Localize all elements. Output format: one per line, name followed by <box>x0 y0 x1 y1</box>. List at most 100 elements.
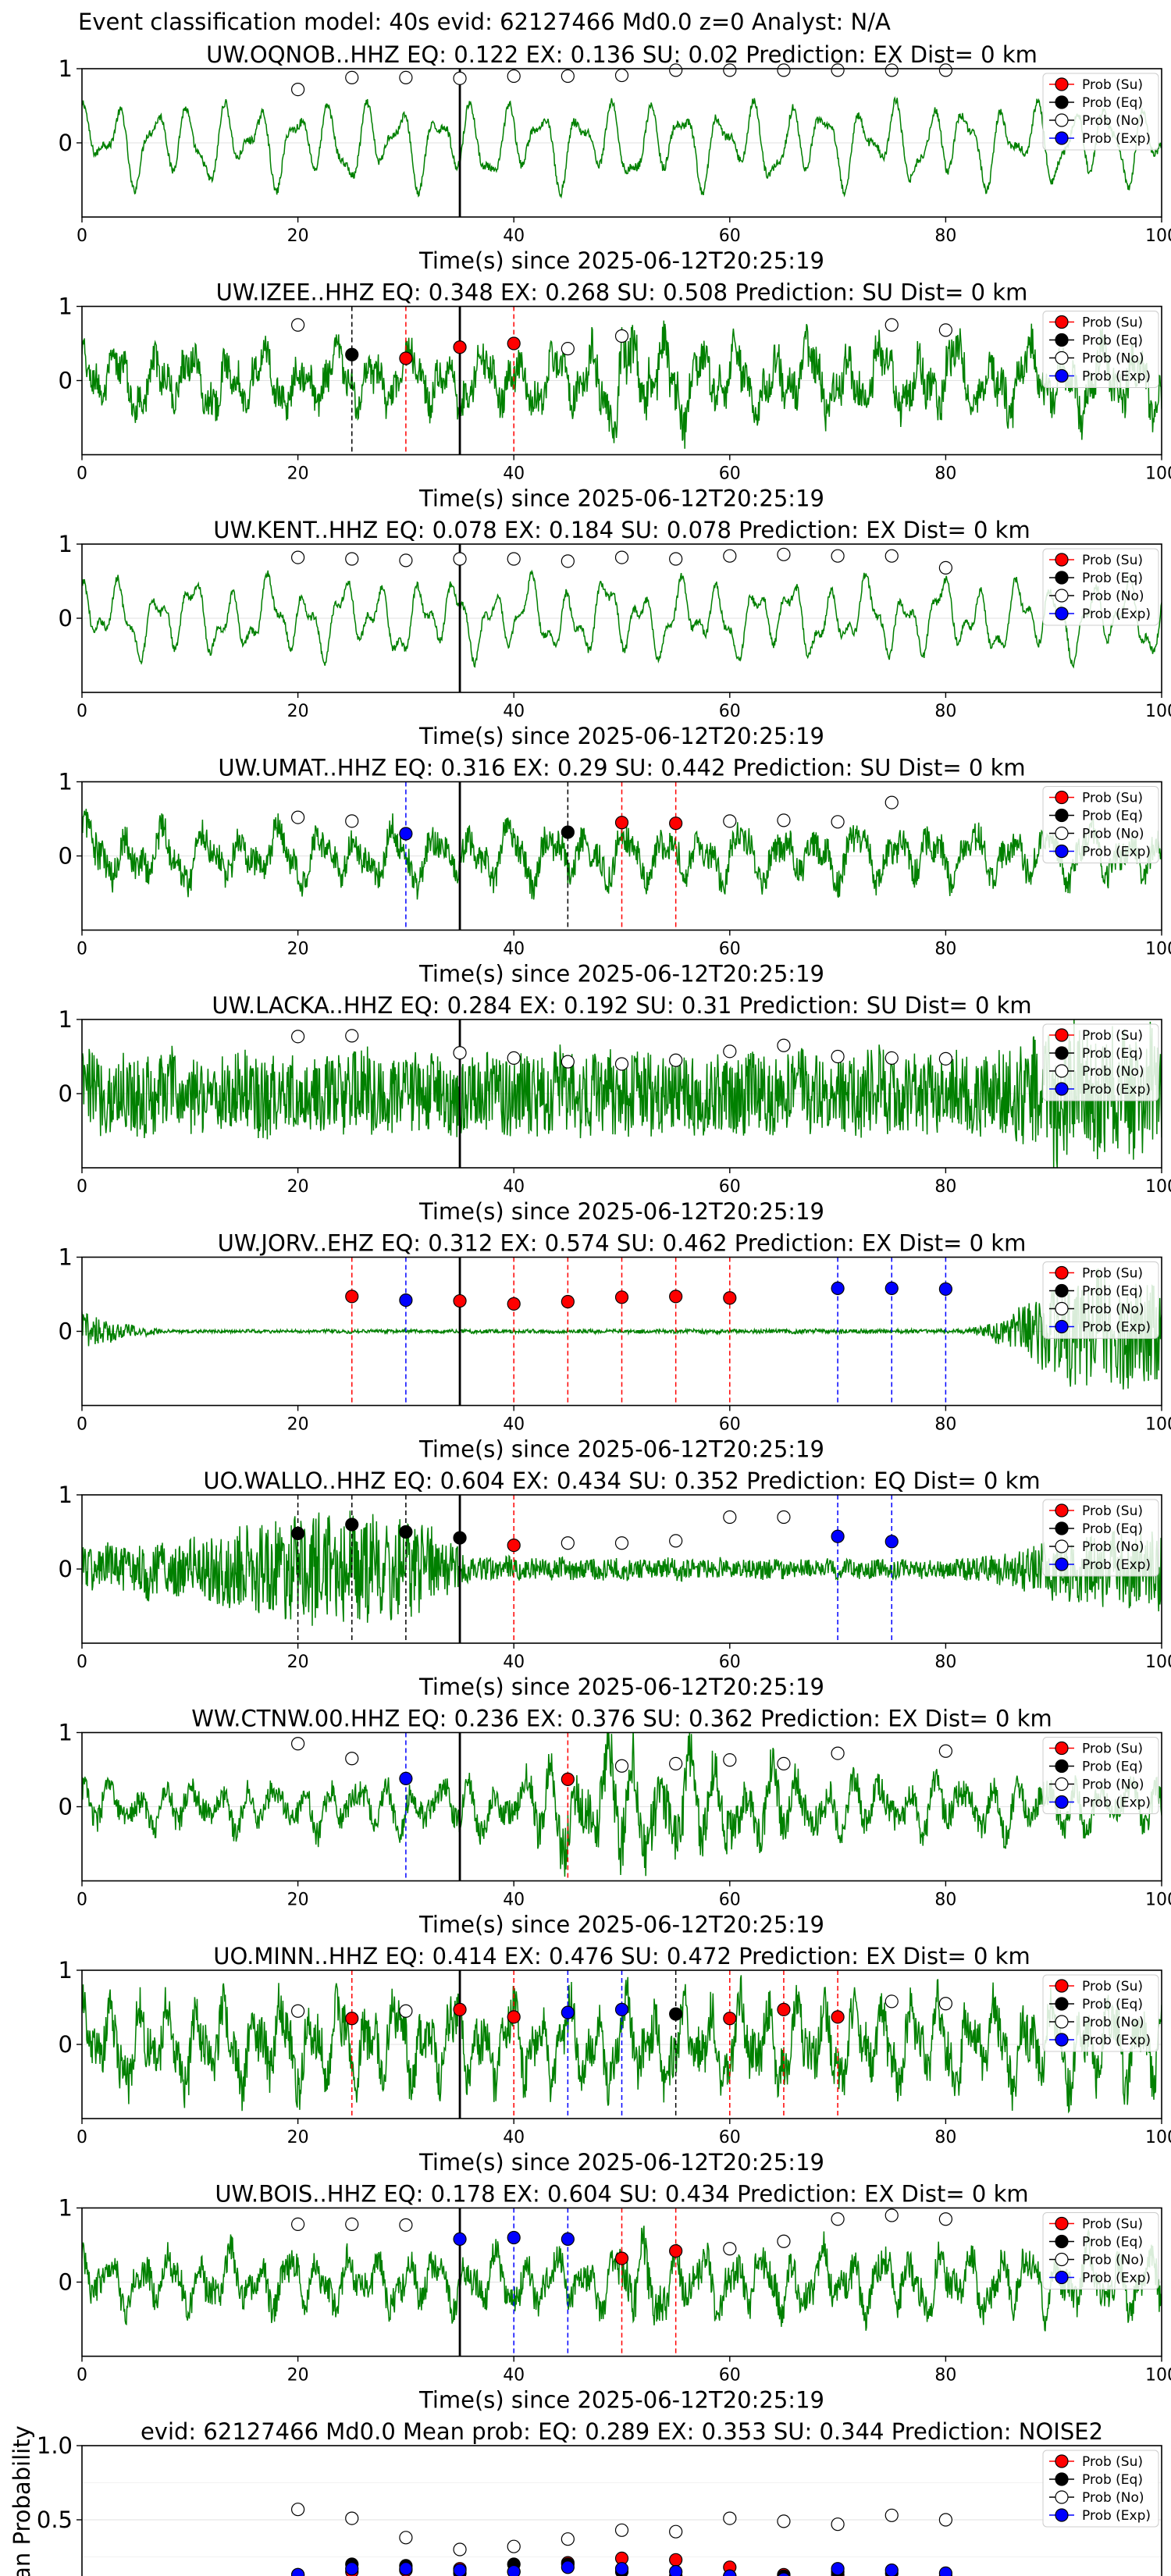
x-tick-label: 0 <box>77 1415 87 1435</box>
y-tick-label: 0 <box>59 2269 73 2296</box>
subplot-7: WW.CTNW.00.HHZ EQ: 0.236 EX: 0.376 SU: 0… <box>59 1706 1171 1938</box>
x-tick-label: 0 <box>77 702 87 721</box>
y-tick-label: 0 <box>59 1080 73 1107</box>
legend-label-no: Prob (No) <box>1082 2253 1144 2268</box>
legend-marker-su <box>1055 2216 1069 2231</box>
x-tick-label: 80 <box>934 940 956 959</box>
prob-marker-no <box>777 547 791 561</box>
legend-label-su: Prob (Su) <box>1082 1266 1143 1282</box>
x-tick-label: 20 <box>287 1415 309 1435</box>
x-tick-label: 80 <box>934 1177 956 1197</box>
mean-prob-marker-exp <box>291 2567 305 2576</box>
prob-marker-no <box>291 1737 305 1751</box>
prob-marker-su <box>777 2002 791 2016</box>
waveform-trace <box>82 320 1162 449</box>
legend-box <box>1042 2450 1159 2528</box>
legend-marker-eq <box>1055 2472 1069 2486</box>
subplot-title: UO.WALLO..HHZ EQ: 0.604 EX: 0.434 SU: 0.… <box>203 1468 1040 1494</box>
mean-prob-marker-exp <box>345 2562 359 2576</box>
legend-box <box>1042 1261 1159 1339</box>
legend-box <box>1042 1023 1159 1101</box>
x-axis-label: Time(s) since 2025-06-12T20:25:19 <box>418 723 824 749</box>
waveform-trace <box>82 1732 1162 1877</box>
y-tick-label: 0 <box>59 1318 73 1345</box>
legend-marker-su <box>1055 1265 1069 1280</box>
x-tick-label: 0 <box>77 1653 87 1672</box>
legend-marker-su <box>1055 1741 1069 1756</box>
prob-marker-eq <box>399 1525 413 1539</box>
y-tick-label: 1 <box>59 1006 73 1033</box>
prob-marker-no <box>345 1752 359 1766</box>
prob-marker-no <box>345 552 359 566</box>
x-tick-label: 60 <box>719 1415 741 1435</box>
y-tick-label: 1 <box>59 1720 73 1746</box>
prob-marker-su <box>723 2012 737 2026</box>
prob-marker-no <box>938 2212 953 2226</box>
prob-marker-no <box>399 70 413 85</box>
prob-marker-no <box>291 2217 305 2231</box>
x-tick-label: 80 <box>934 464 956 484</box>
prob-marker-eq <box>345 347 359 361</box>
prob-marker-no <box>723 1753 737 1767</box>
subplot-9: UW.BOIS..HHZ EQ: 0.178 EX: 0.604 SU: 0.4… <box>59 2181 1171 2414</box>
prob-marker-no <box>345 70 359 85</box>
legend-marker-su <box>1055 2454 1069 2468</box>
mean-prob-marker-exp <box>778 2572 790 2576</box>
x-axis-label: Time(s) since 2025-06-12T20:25:19 <box>418 1198 824 1225</box>
prob-marker-eq <box>291 1526 305 1541</box>
legend-label-eq: Prob (Eq) <box>1082 1521 1143 1537</box>
x-axis-label: Time(s) since 2025-06-12T20:25:19 <box>418 486 824 512</box>
legend-label-eq: Prob (Eq) <box>1082 2472 1143 2488</box>
legend-label-no: Prob (No) <box>1082 1777 1144 1793</box>
prob-marker-no <box>399 553 413 568</box>
x-axis-label: Time(s) since 2025-06-12T20:25:19 <box>418 1436 824 1463</box>
mean-prob-marker-exp <box>938 2566 952 2576</box>
prob-marker-no <box>669 1756 683 1770</box>
y-axis-label: Mean Probability <box>9 2425 35 2576</box>
legend-box <box>1042 548 1159 626</box>
x-tick-label: 20 <box>287 464 309 484</box>
legend-label-su: Prob (Su) <box>1082 553 1143 568</box>
subplot-title: UW.UMAT..HHZ EQ: 0.316 EX: 0.29 SU: 0.44… <box>218 755 1025 781</box>
legend-marker-su <box>1055 1028 1069 1042</box>
subplot-title: UW.OQNOB..HHZ EQ: 0.122 EX: 0.136 SU: 0.… <box>206 41 1038 68</box>
x-tick-label: 80 <box>934 2366 956 2386</box>
prob-marker-no <box>291 2004 305 2018</box>
subplot-title: UW.IZEE..HHZ EQ: 0.348 EX: 0.268 SU: 0.5… <box>216 279 1028 306</box>
legend-marker-eq <box>1055 1283 1069 1298</box>
prob-marker-su <box>507 1297 521 1311</box>
y-tick-label: 1 <box>59 294 73 320</box>
prob-marker-exp <box>614 2002 629 2016</box>
legend-label-su: Prob (Su) <box>1082 1503 1143 1519</box>
legend-label-eq: Prob (Eq) <box>1082 95 1143 111</box>
prob-marker-su <box>614 816 629 830</box>
x-tick-label: 20 <box>287 1653 309 1672</box>
prob-marker-exp <box>399 1293 413 1308</box>
prob-marker-su <box>561 1294 575 1309</box>
subplot-title: UO.MINN..HHZ EQ: 0.414 EX: 0.476 SU: 0.4… <box>213 1943 1030 1969</box>
prob-marker-no <box>453 71 467 85</box>
y-tick-label: 0 <box>59 368 73 394</box>
prob-marker-su <box>453 1293 467 1308</box>
x-axis-label: Time(s) since 2025-06-12T20:25:19 <box>418 247 824 274</box>
prob-marker-no <box>831 63 845 77</box>
x-tick-label: 20 <box>287 2128 309 2147</box>
legend-marker-su <box>1055 77 1069 91</box>
legend-label-no: Prob (No) <box>1082 2490 1144 2506</box>
prob-marker-su <box>345 1290 359 1304</box>
legend-marker-su <box>1055 790 1069 805</box>
legend-label-no: Prob (No) <box>1082 351 1144 367</box>
prob-marker-no <box>561 69 575 84</box>
legend-label-eq: Prob (Eq) <box>1082 1759 1143 1775</box>
legend-box <box>1042 1974 1159 2052</box>
prob-marker-exp <box>884 1281 899 1296</box>
mean-prob-marker-exp <box>561 2560 575 2574</box>
prob-marker-no <box>453 1046 467 1060</box>
prob-marker-no <box>723 549 737 563</box>
prob-marker-no <box>831 549 845 563</box>
prob-marker-no <box>884 795 899 809</box>
legend-label-no: Prob (No) <box>1082 1302 1144 1318</box>
x-axis-label: Time(s) since 2025-06-12T20:25:19 <box>418 1912 824 1938</box>
x-tick-label: 100 <box>1145 2366 1171 2386</box>
prob-marker-exp <box>831 1529 845 1543</box>
